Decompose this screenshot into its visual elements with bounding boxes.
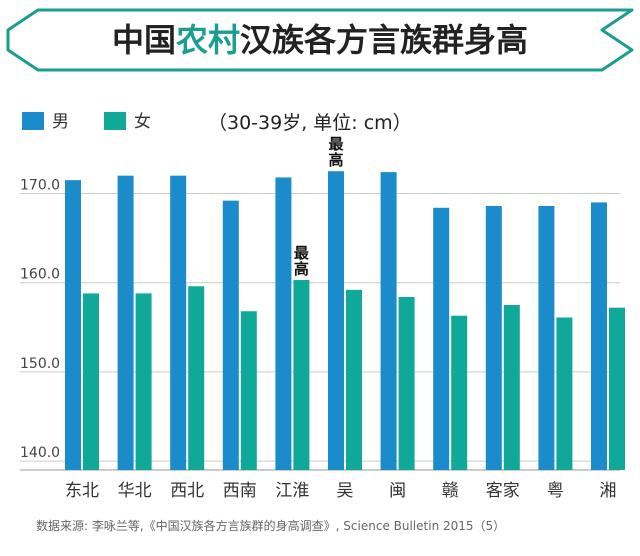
legend: 男 女	[22, 112, 151, 132]
y-tick-label: 160.0	[20, 267, 60, 283]
bar-female-客家	[503, 305, 520, 470]
y-tick-label: 150.0	[20, 356, 60, 372]
bar-male-闽	[380, 172, 397, 471]
x-tick-label: 客家	[486, 481, 520, 501]
title-banner: 中国农村汉族各方言族群身高	[6, 8, 634, 72]
bar-male-华北	[117, 175, 134, 471]
x-tick-label: 湘	[600, 481, 617, 501]
chart-title-accent: 农村	[176, 21, 240, 59]
bar-male-湘	[591, 202, 607, 470]
bar-male-西北	[170, 175, 187, 471]
bar-male-吴	[328, 171, 344, 470]
bar-female-闽	[398, 296, 415, 470]
x-tick-label: 华北	[118, 481, 152, 501]
bar-female-江淮	[293, 280, 310, 470]
bar-male-客家	[485, 206, 502, 470]
chart-subtitle: （30-39岁, 单位: cm）	[208, 112, 412, 134]
chart-title-part1: 中国	[112, 21, 176, 59]
grid-layer	[20, 193, 620, 471]
x-tick-label: 西南	[223, 481, 257, 501]
banner-frame	[6, 8, 634, 72]
legend-label-female: 女	[134, 112, 151, 132]
bars	[65, 171, 625, 471]
annotation-label: 最高	[294, 244, 310, 278]
chart-title-part2: 汉族各方言族群身高	[240, 21, 528, 59]
legend-label-male: 男	[52, 112, 69, 132]
source-note: 数据来源: 李咏兰等,《中国汉族各方言族群的身高调查》, Science Bul…	[36, 518, 505, 533]
bar-male-江淮	[275, 177, 292, 470]
legend-swatch-female	[104, 112, 126, 130]
y-axis: 140.0 150.0 160.0 170.0	[20, 178, 60, 462]
x-tick-label: 江淮	[275, 481, 309, 501]
annotation-label: 最高	[328, 135, 344, 169]
y-tick-label: 170.0	[20, 178, 60, 194]
x-tick-label: 西北	[170, 481, 204, 501]
x-tick-label: 闽	[389, 481, 406, 501]
bar-female-西北	[188, 286, 205, 470]
x-axis: 东北 华北 西北 西南 江淮 吴 闽 赣 客家 粤 湘	[65, 481, 617, 501]
bar-male-赣	[433, 207, 450, 470]
x-tick-label: 粤	[547, 481, 564, 501]
bar-male-西南	[222, 200, 239, 470]
bar-male-粤	[538, 206, 555, 470]
bar-female-华北	[135, 293, 152, 470]
bar-female-西南	[240, 311, 257, 470]
y-tick-label: 140.0	[20, 445, 60, 461]
x-tick-label: 东北	[65, 481, 99, 501]
x-tick-label: 赣	[442, 481, 459, 501]
bar-female-赣	[451, 315, 468, 470]
bar-female-湘	[609, 307, 625, 470]
bar-female-吴	[346, 289, 362, 470]
chart-title: 中国农村汉族各方言族群身高	[112, 21, 528, 59]
x-tick-label: 吴	[337, 481, 354, 501]
legend-swatch-male	[22, 112, 44, 130]
bar-female-东北	[83, 293, 99, 470]
bar-male-东北	[65, 180, 81, 470]
bar-female-粤	[556, 317, 573, 470]
